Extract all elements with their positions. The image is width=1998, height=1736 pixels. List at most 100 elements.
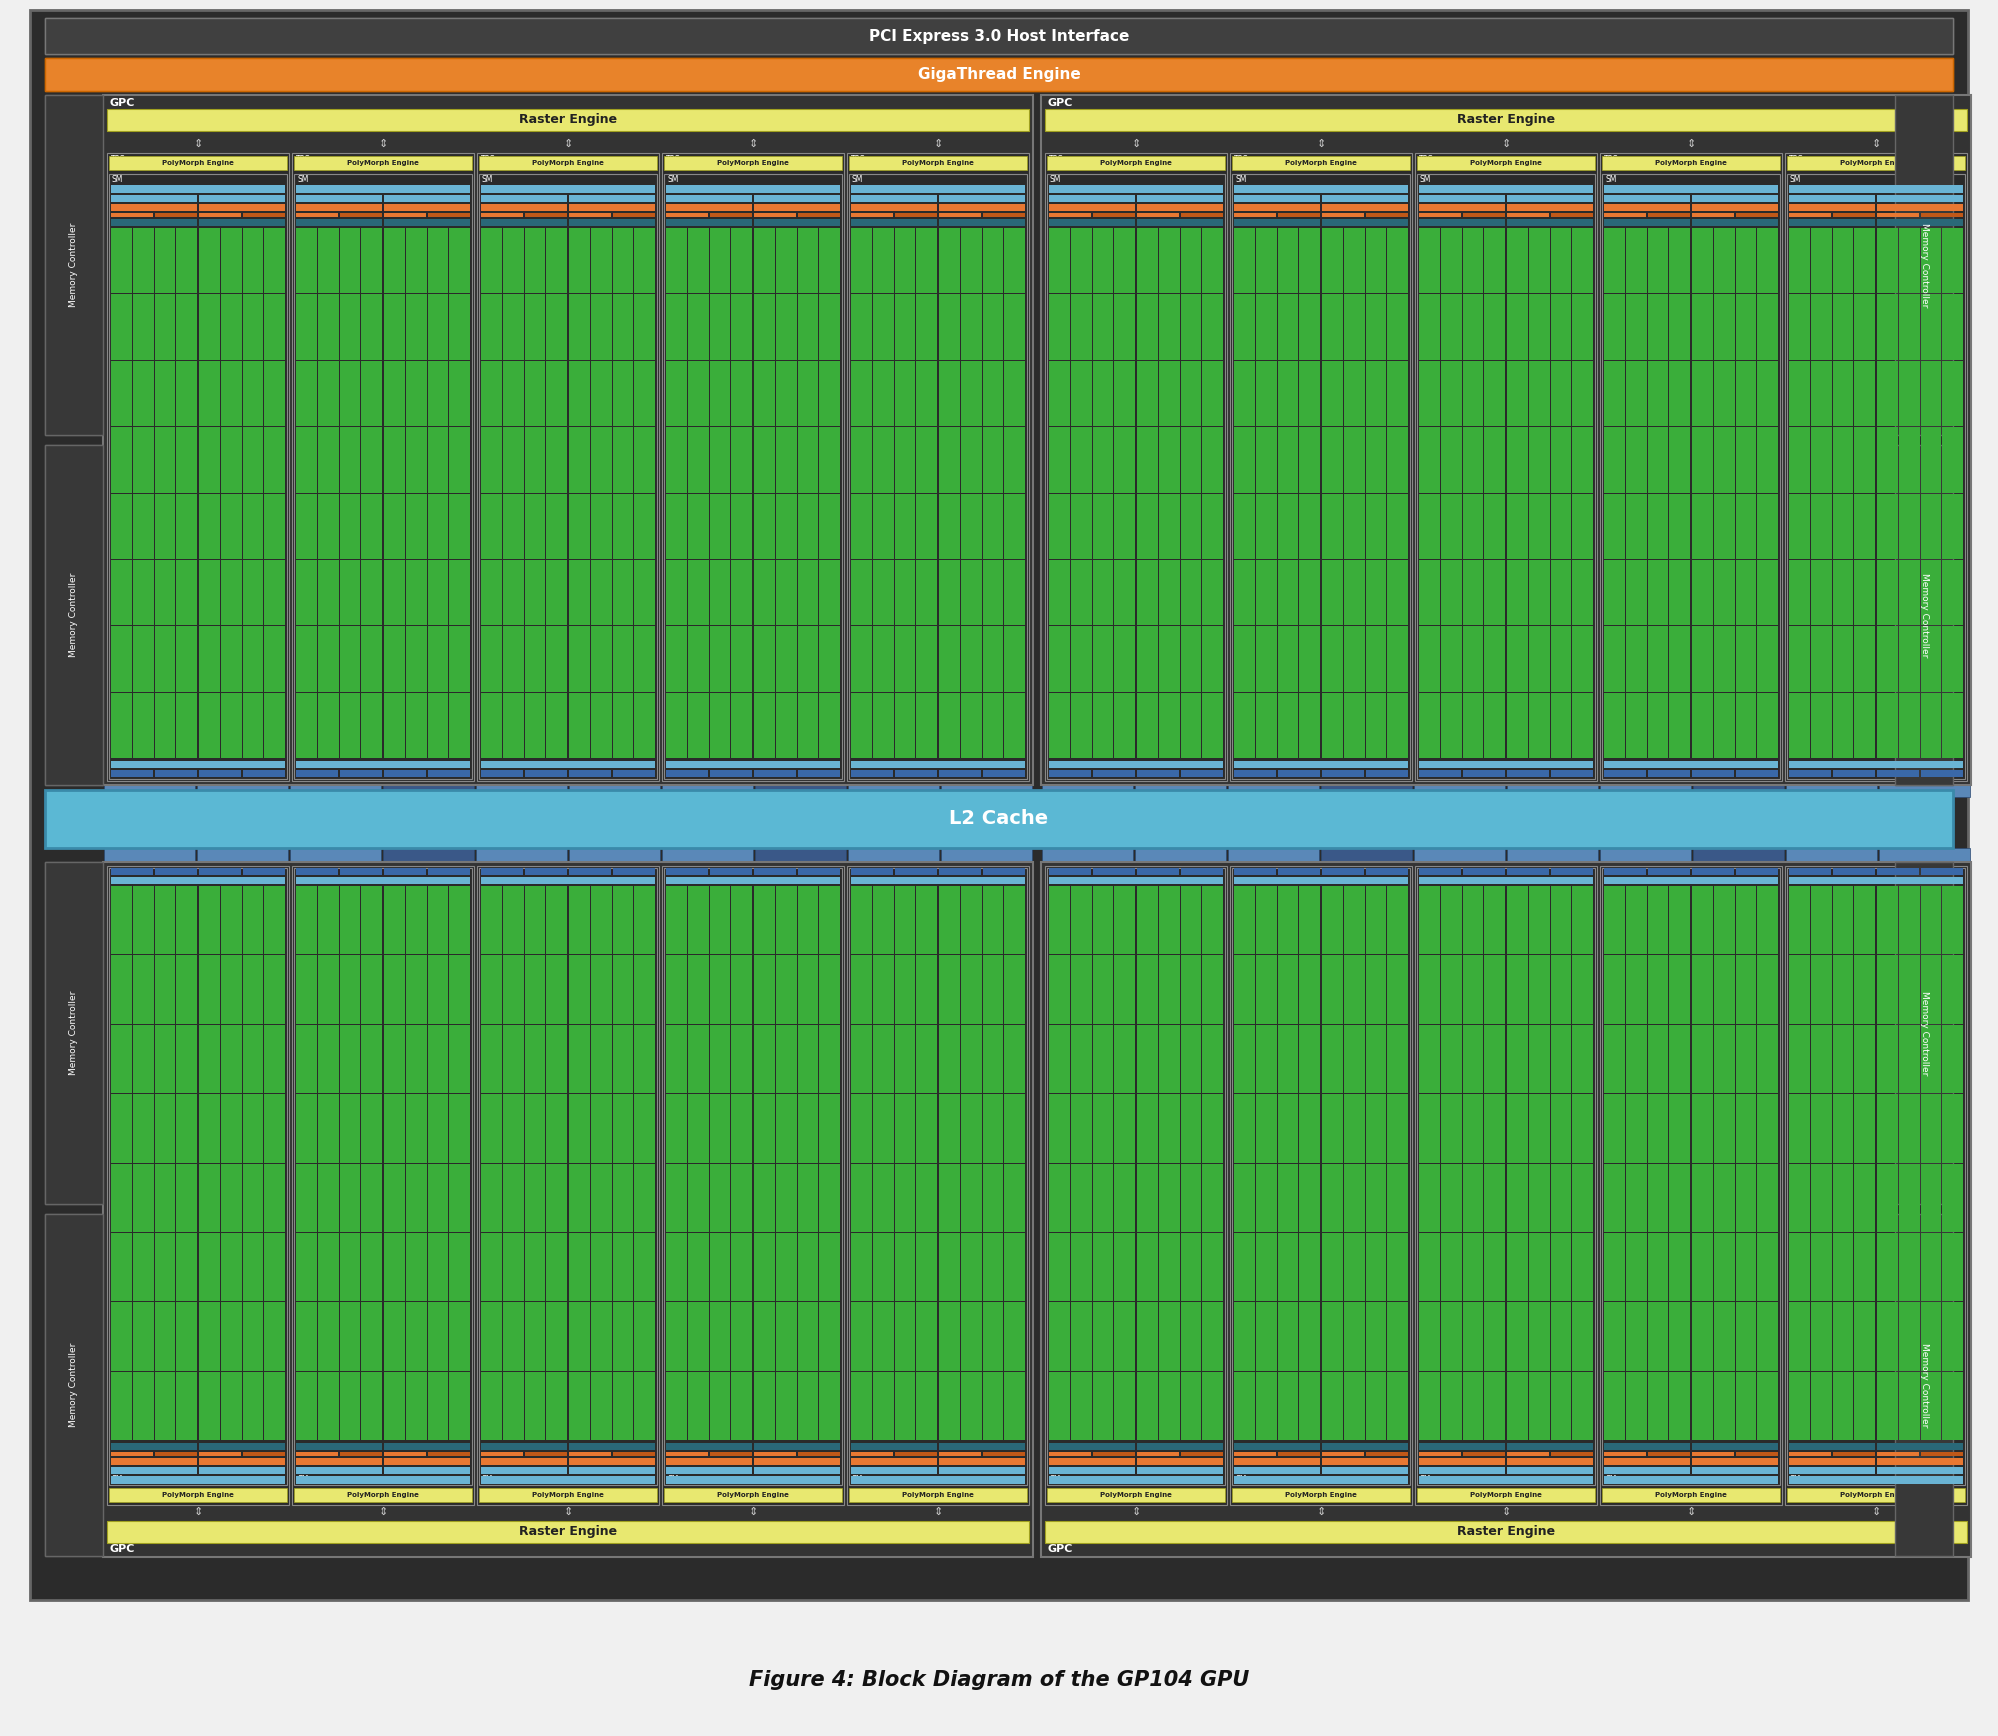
Bar xyxy=(1604,1024,1624,1094)
Bar xyxy=(480,1488,657,1502)
Bar xyxy=(961,1302,981,1371)
Bar xyxy=(46,57,1952,90)
Bar xyxy=(132,561,154,625)
Bar xyxy=(296,1476,470,1484)
Bar xyxy=(1463,1094,1483,1163)
Bar xyxy=(709,868,751,875)
Bar xyxy=(525,627,545,691)
Bar xyxy=(1604,760,1778,767)
Bar xyxy=(939,771,981,778)
Bar xyxy=(242,1094,264,1163)
Bar xyxy=(200,227,220,293)
Bar xyxy=(661,847,753,866)
Bar xyxy=(961,295,981,359)
Bar xyxy=(545,361,567,425)
Bar xyxy=(1894,1213,1952,1555)
Bar xyxy=(1419,1451,1461,1457)
Bar xyxy=(1604,1458,1690,1465)
Bar xyxy=(613,1233,633,1302)
Bar xyxy=(819,561,839,625)
Bar xyxy=(895,1024,915,1094)
Bar xyxy=(1137,1094,1157,1163)
Bar xyxy=(1832,955,1854,1024)
Bar xyxy=(1345,295,1365,359)
Bar xyxy=(296,627,318,691)
Bar xyxy=(819,1024,839,1094)
Bar xyxy=(1550,493,1570,559)
Bar xyxy=(108,153,290,781)
Bar xyxy=(1692,1443,1778,1450)
Bar xyxy=(1604,219,1690,226)
Bar xyxy=(176,295,198,359)
Bar xyxy=(1832,1163,1854,1233)
Bar xyxy=(1692,1163,1712,1233)
Bar xyxy=(112,427,132,493)
Bar xyxy=(1345,693,1365,759)
Bar xyxy=(1736,771,1778,778)
Bar xyxy=(1648,214,1690,217)
Bar xyxy=(264,627,286,691)
Bar xyxy=(264,493,286,559)
Bar xyxy=(318,227,338,293)
Bar xyxy=(1550,295,1570,359)
Bar xyxy=(1045,866,1227,1505)
Bar xyxy=(709,361,729,425)
Bar xyxy=(244,868,286,875)
Bar xyxy=(1485,1233,1504,1302)
Bar xyxy=(450,361,470,425)
Text: PolyMorph Engine: PolyMorph Engine xyxy=(531,1491,603,1498)
Bar xyxy=(1419,205,1504,212)
Bar xyxy=(665,295,687,359)
Bar xyxy=(525,295,545,359)
Bar xyxy=(242,295,264,359)
Bar xyxy=(1005,427,1025,493)
Text: ⇕: ⇕ xyxy=(1686,1507,1696,1517)
Text: SM: SM xyxy=(1790,175,1802,184)
Bar xyxy=(1181,868,1223,875)
Bar xyxy=(296,693,318,759)
Bar xyxy=(687,885,709,955)
Bar xyxy=(1648,1233,1668,1302)
Bar xyxy=(1648,693,1668,759)
Bar xyxy=(1648,1024,1668,1094)
Bar xyxy=(482,205,567,212)
Bar xyxy=(775,427,797,493)
Text: SM: SM xyxy=(1790,1474,1802,1484)
Bar xyxy=(1528,227,1550,293)
Bar xyxy=(220,1233,242,1302)
Bar xyxy=(1788,760,1962,767)
Bar xyxy=(362,227,382,293)
Bar xyxy=(851,771,893,778)
Bar xyxy=(1736,693,1756,759)
Bar xyxy=(1047,156,1225,170)
Bar xyxy=(1714,955,1734,1024)
Bar xyxy=(1419,627,1441,691)
Bar xyxy=(1005,493,1025,559)
Bar xyxy=(264,1163,286,1233)
Bar xyxy=(1115,693,1135,759)
Bar xyxy=(384,693,406,759)
Bar xyxy=(753,214,795,217)
Bar xyxy=(1203,295,1223,359)
Bar xyxy=(1257,1094,1277,1163)
Text: TPC: TPC xyxy=(112,155,126,163)
Bar xyxy=(1668,295,1690,359)
Bar xyxy=(1572,1371,1592,1439)
Bar xyxy=(1257,693,1277,759)
Bar xyxy=(340,493,360,559)
Bar xyxy=(591,427,611,493)
Bar xyxy=(1365,627,1387,691)
Bar xyxy=(1365,493,1387,559)
Bar xyxy=(1235,955,1255,1024)
Bar xyxy=(1485,1094,1504,1163)
Bar xyxy=(1876,1371,1898,1439)
Bar xyxy=(1626,1233,1646,1302)
Bar xyxy=(1626,295,1646,359)
Bar xyxy=(46,444,104,785)
Bar xyxy=(665,868,707,875)
Bar xyxy=(46,863,104,1205)
Bar xyxy=(1299,1024,1321,1094)
Bar xyxy=(264,1024,286,1094)
Bar xyxy=(406,885,426,955)
Bar xyxy=(665,955,687,1024)
